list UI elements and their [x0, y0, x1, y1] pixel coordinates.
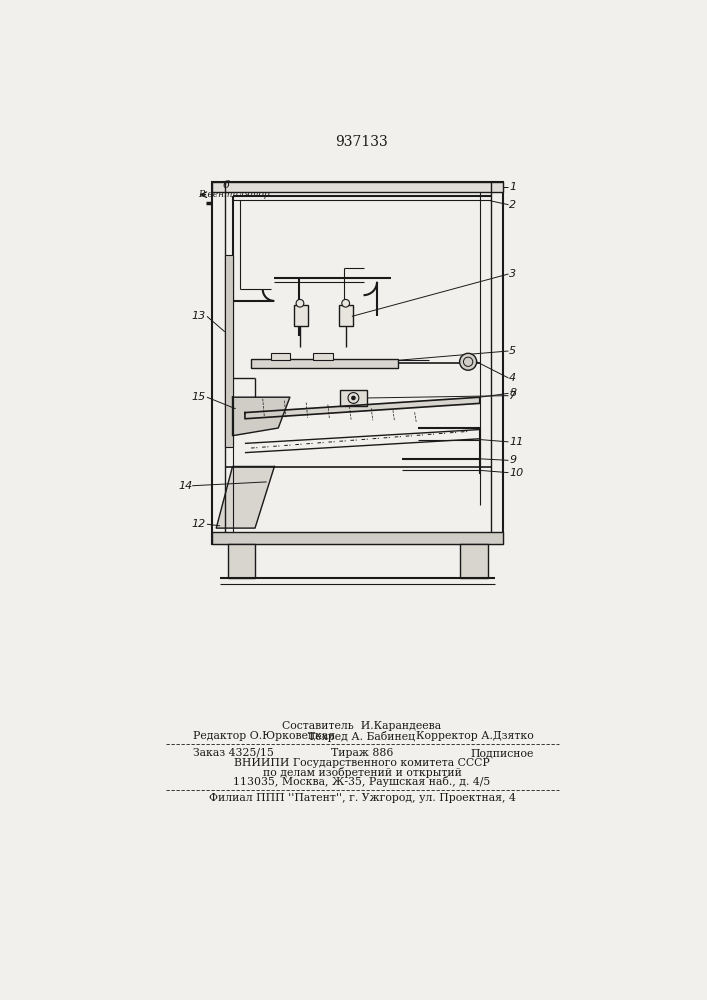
Text: 6: 6	[223, 180, 230, 190]
Text: ВНИИПИ Государственного комитета СССР: ВНИИПИ Государственного комитета СССР	[234, 758, 490, 768]
Text: 3: 3	[509, 269, 516, 279]
Text: 5: 5	[509, 346, 516, 356]
Text: 13: 13	[192, 311, 206, 321]
Bar	[340, 389, 368, 406]
Text: 937133: 937133	[336, 135, 388, 149]
Text: по делам изобретений и открытий: по делам изобретений и открытий	[262, 767, 462, 778]
Text: 113035, Москва, Ж-35, Раушская наб., д. 4/5: 113035, Москва, Ж-35, Раушская наб., д. …	[233, 776, 491, 787]
Circle shape	[341, 299, 349, 307]
Text: Подписное: Подписное	[471, 748, 534, 758]
Bar	[293, 305, 308, 326]
Circle shape	[460, 353, 477, 370]
Bar	[212, 182, 503, 192]
Bar	[313, 353, 332, 360]
Text: Редактор О.Юрковецкая: Редактор О.Юрковецкая	[193, 731, 335, 741]
Text: Филиал ППП ''Патент'', г. Ужгород, ул. Проектная, 4: Филиал ППП ''Патент'', г. Ужгород, ул. П…	[209, 793, 515, 803]
Text: 8: 8	[509, 388, 516, 398]
Text: 7: 7	[509, 391, 516, 401]
Text: 9: 9	[509, 455, 516, 465]
Text: Техред А. Бабинец: Техред А. Бабинец	[308, 730, 416, 742]
Bar	[228, 544, 255, 578]
Text: 14: 14	[179, 481, 193, 491]
Text: 15: 15	[192, 392, 206, 402]
Text: 2: 2	[509, 200, 516, 210]
Bar	[212, 182, 503, 544]
Text: 12: 12	[192, 519, 206, 529]
Bar	[271, 353, 290, 360]
Bar	[251, 359, 398, 368]
Text: Корректор А.Дзятко: Корректор А.Дзятко	[416, 731, 534, 741]
Bar	[460, 544, 488, 578]
Text: Тираж 886: Тираж 886	[331, 748, 393, 758]
Polygon shape	[216, 466, 274, 528]
Polygon shape	[245, 397, 480, 419]
Text: 10: 10	[509, 468, 523, 478]
Circle shape	[296, 299, 304, 307]
Polygon shape	[233, 397, 290, 436]
Text: 1: 1	[509, 182, 516, 192]
Text: В вентилятор: В вентилятор	[199, 190, 270, 199]
Text: Заказ 4325/15: Заказ 4325/15	[193, 748, 274, 758]
Text: Составитель  И.Карандеева: Составитель И.Карандеева	[282, 721, 441, 731]
Bar	[339, 305, 353, 326]
Text: 11: 11	[509, 437, 523, 447]
Circle shape	[351, 396, 356, 400]
Bar	[212, 532, 503, 544]
Text: 4: 4	[509, 373, 516, 383]
Bar	[225, 255, 233, 447]
